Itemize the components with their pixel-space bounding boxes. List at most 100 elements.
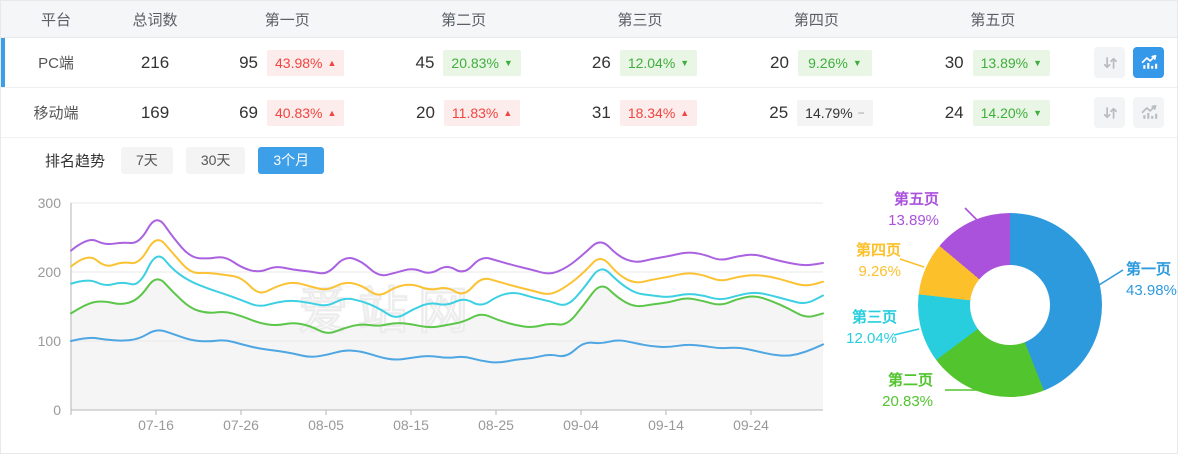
trend-line-chart: 0 100 200 300 07-16 07-26 08-05 08-15 08-25 09-04… [1,182,827,453]
donut-label-page4: 第四页 9.26% [855,242,901,280]
page1-change-badge: 40.83% ▲ [267,99,345,126]
page2-cell: 20 11.83% ▲ [375,99,551,126]
page2-count: 45 [415,52,435,72]
trend-chart-icon [1141,104,1157,119]
header-total-words: 总词数 [132,11,178,29]
trend-chart-button[interactable] [1133,97,1165,128]
page5-count: 30 [944,52,964,72]
trend-arrow-icon: ▼ [680,57,690,68]
row-actions [1081,47,1177,78]
page4-count: 20 [770,52,789,72]
trend-arrow-icon: ▼ [1033,57,1043,68]
page4-count: 25 [769,102,789,122]
tab-7days[interactable]: 7天 [121,146,173,174]
table-row-pc[interactable]: PC端 216 95 43.98% ▲ 45 20.83% ▼ 26 12.04% ▼… [1,38,1177,88]
page3-change-badge: 12.04% ▼ [619,49,698,76]
page5-pct: 14.20% [980,104,1029,121]
page2-count: 20 [416,102,435,122]
page1-count: 95 [239,52,258,72]
page2-pct: 20.83% [451,54,499,71]
page2-change-badge: 11.83% ▲ [443,99,521,126]
trend-section-bar: 排名趋势 7天 30天 3个月 [1,138,1177,182]
up-down-arrows-icon [1103,106,1117,119]
svg-text:08-25: 08-25 [478,417,514,433]
page1-change-badge: 43.98% ▲ [267,49,345,76]
trend-arrow-icon: − [857,105,865,120]
page5-count: 24 [944,102,964,122]
donut-label-page5: 第五页 13.89% [888,191,939,229]
trend-arrow-icon: ▲ [327,57,337,68]
trend-section-title: 排名趋势 [45,152,106,170]
platform-label: PC端 [38,55,74,72]
page-distribution-donut: 第一页 43.98% 第二页 20.83% 第三页 12.04% 第四页 9.2… [827,182,1177,453]
page4-cell: 20 9.26% ▼ [728,49,904,76]
table-row-mobile[interactable]: 移动端 169 69 40.83% ▲ 20 11.83% ▲ 31 18.34% ▲… [1,88,1177,138]
total-words-value: 169 [140,102,170,122]
page2-pct: 11.83% [451,104,499,121]
svg-text:08-05: 08-05 [308,417,344,433]
row-actions [1081,97,1177,128]
trend-chart-icon [1141,54,1157,69]
page3-pct: 18.34% [627,104,676,121]
page1-cell: 95 43.98% ▲ [199,49,375,76]
tab-30days[interactable]: 30天 [185,146,246,174]
svg-text:07-26: 07-26 [223,417,259,433]
trend-arrow-icon: ▲ [327,107,337,118]
page1-count: 69 [239,102,258,122]
donut-label-page2: 第二页 20.83% [882,372,933,410]
trend-chart-button[interactable] [1133,47,1165,78]
svg-text:07-16: 07-16 [138,417,174,433]
page5-pct: 13.89% [980,54,1029,71]
page3-change-badge: 18.34% ▲ [619,99,698,126]
page5-change-badge: 13.89% ▼ [972,49,1051,76]
charts-area: 0 100 200 300 07-16 07-26 08-05 08-15 08-25 09-04… [1,182,1177,453]
page3-cell: 31 18.34% ▲ [552,99,728,126]
donut-label-page3: 第三页 12.04% [846,309,897,347]
donut-label-page1: 第一页 43.98% [1126,261,1177,299]
page3-cell: 26 12.04% ▼ [552,49,728,76]
page3-pct: 12.04% [627,54,676,71]
trend-arrow-icon: ▼ [503,57,513,68]
platform-label: 移动端 [33,105,79,122]
header-page2: 第二页 [441,11,487,29]
page4-pct: 14.79% [805,104,853,121]
sort-button[interactable] [1094,47,1126,78]
header-page1: 第一页 [264,11,310,29]
svg-text:09-14: 09-14 [648,417,684,433]
trend-arrow-icon: ▼ [852,57,862,68]
page1-pct: 43.98% [275,54,323,71]
sort-button[interactable] [1094,97,1126,128]
svg-text:08-15: 08-15 [393,417,429,433]
svg-text:09-04: 09-04 [563,417,599,433]
page4-change-badge: 9.26% ▼ [797,49,872,76]
svg-text:0: 0 [53,402,61,418]
page5-cell: 24 14.20% ▼ [905,99,1081,126]
header-page3: 第三页 [617,11,663,29]
trend-arrow-icon: ▼ [1033,107,1043,118]
trend-arrow-icon: ▲ [503,107,513,118]
page4-change-badge: 14.79% − [797,99,873,126]
page3-count: 31 [591,102,611,122]
page1-cell: 69 40.83% ▲ [199,99,375,126]
trend-arrow-icon: ▲ [680,107,690,118]
svg-text:200: 200 [38,264,62,280]
page4-cell: 25 14.79% − [728,99,904,126]
table-header-row: 平台 总词数 第一页 第二页 第三页 第四页 第五页 [1,1,1177,38]
total-words-value: 216 [140,52,170,72]
up-down-arrows-icon [1103,56,1117,69]
tab-3months[interactable]: 3个月 [258,146,325,174]
page1-pct: 40.83% [275,104,323,121]
page4-pct: 9.26% [808,54,848,71]
page3-count: 26 [591,52,611,72]
svg-text:09-24: 09-24 [733,417,769,433]
page2-cell: 45 20.83% ▼ [375,49,551,76]
page5-cell: 30 13.89% ▼ [905,49,1081,76]
page2-change-badge: 20.83% ▼ [443,49,521,76]
donut-chart [918,213,1102,397]
header-platform: 平台 [40,11,71,29]
header-page4: 第四页 [793,11,839,29]
header-page5: 第五页 [970,11,1016,29]
line-chart-svg: 0 100 200 300 07-16 07-26 08-05 08-15 08-25 09-04… [38,195,824,433]
svg-text:300: 300 [38,195,62,211]
